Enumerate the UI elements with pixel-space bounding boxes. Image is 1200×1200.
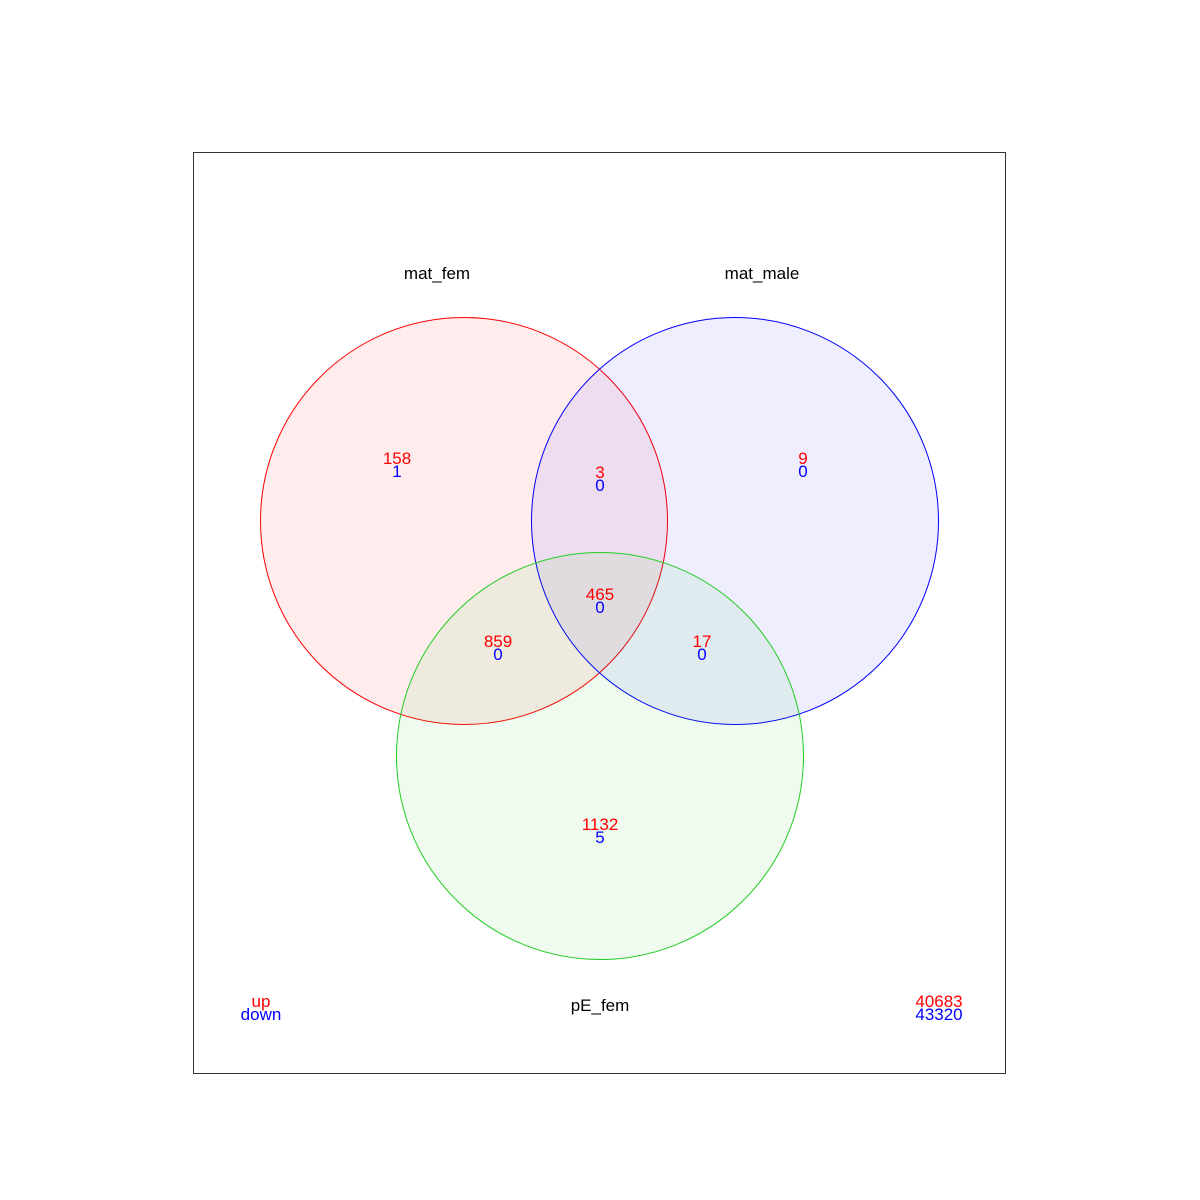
region-ab-up: 3 — [595, 463, 604, 482]
region-b-only-up: 9 — [798, 449, 807, 468]
region-a-only-up: 158 — [383, 449, 411, 468]
region-c-only-down: 5 — [595, 828, 604, 847]
legend-up-label: up — [252, 992, 271, 1011]
set-label-mat-fem: mat_fem — [404, 264, 470, 283]
set-label-pe-fem: pE_fem — [571, 996, 630, 1015]
legend-down-label: down — [241, 1005, 282, 1024]
region-a-only-down: 1 — [392, 462, 401, 481]
region-abc-down: 0 — [595, 598, 604, 617]
plot-frame — [193, 152, 1006, 1074]
region-c-only-up: 1132 — [582, 815, 619, 834]
outside-down-count: 43320 — [915, 1005, 962, 1024]
set-circle-pe-fem — [396, 552, 804, 960]
region-bc-up: 17 — [693, 632, 712, 651]
region-b-only-down: 0 — [798, 462, 807, 481]
outside-up-count: 40683 — [915, 992, 962, 1011]
set-circle-mat-male — [531, 317, 939, 725]
region-ac-down: 0 — [493, 645, 502, 664]
set-label-mat-male: mat_male — [725, 264, 800, 283]
region-ac-up: 859 — [484, 632, 512, 651]
region-bc-down: 0 — [697, 645, 706, 664]
set-circle-mat-fem — [260, 317, 668, 725]
region-ab-down: 0 — [595, 476, 604, 495]
region-abc-up: 465 — [586, 585, 614, 604]
